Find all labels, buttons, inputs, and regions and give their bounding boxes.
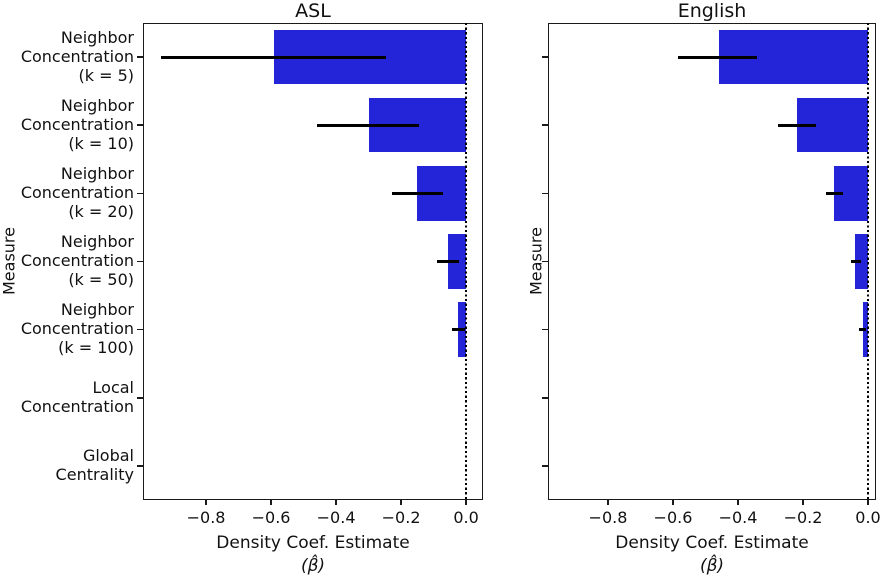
bar-neighbor-concentration-k-50: [855, 234, 868, 289]
category-label-neighbor-concentration-k-10: Neighbor Concentration (k = 10): [0, 96, 134, 153]
category-label-line: Concentration: [20, 114, 134, 134]
x-tick-label-asl-−0.2: −0.2: [381, 508, 421, 527]
x-tick-english-−0.2: [802, 500, 804, 505]
x-tick-label-asl-−0.8: −0.8: [186, 508, 226, 527]
plot-title-asl: ASL: [295, 0, 331, 22]
x-tick-english-−0.6: [672, 500, 674, 505]
y-tick-neighbor-concentration-k-5: [541, 56, 548, 58]
y-tick-global-centrality: [541, 465, 548, 467]
category-label-neighbor-concentration-k-5: Neighbor Concentration (k = 5): [0, 28, 134, 85]
error-bar-neighbor-concentration-k-5: [677, 55, 758, 59]
x-tick-label-english-−0.8: −0.8: [588, 508, 628, 527]
x-tick-label-english-−0.6: −0.6: [653, 508, 693, 527]
category-label-local-concentration: Local Concentration: [0, 378, 134, 416]
error-bar-neighbor-concentration-k-20: [392, 191, 443, 195]
y-tick-neighbor-concentration-k-20: [136, 192, 143, 195]
zero-reference-line-asl: [465, 23, 468, 500]
x-tick-asl-−0.2: [400, 500, 402, 505]
y-tick-neighbor-concentration-k-100: [541, 328, 548, 331]
error-bar-neighbor-concentration-k-50: [436, 260, 459, 263]
category-label-line: (k = 5): [78, 65, 134, 85]
category-label-line: Concentration: [20, 396, 134, 416]
category-label-line: Concentration: [20, 251, 134, 270]
x-tick-english-0.0: [867, 500, 869, 505]
x-axis-sublabel-english: (β̂): [699, 556, 725, 576]
category-label-neighbor-concentration-k-100: Neighbor Concentration (k = 100): [0, 300, 134, 357]
category-label-line: Concentration: [20, 46, 134, 66]
x-tick-label-english-−0.2: −0.2: [783, 508, 823, 527]
error-bar-neighbor-concentration-k-100: [451, 328, 466, 332]
category-label-line: (k = 100): [58, 338, 134, 358]
x-tick-label-asl-−0.4: −0.4: [316, 508, 356, 527]
x-tick-label-english-0.0: 0.0: [855, 508, 881, 527]
error-bar-neighbor-concentration-k-10: [316, 123, 419, 127]
zero-reference-line-english: [867, 23, 869, 500]
category-label-line: Neighbor: [60, 163, 134, 183]
error-bar-neighbor-concentration-k-100: [859, 328, 867, 332]
error-bar-neighbor-concentration-k-20: [826, 191, 843, 195]
x-tick-asl-−0.4: [335, 500, 337, 505]
plot-title-english: English: [677, 0, 747, 22]
category-label-line: Neighbor: [60, 232, 134, 251]
x-tick-asl-−0.6: [270, 500, 272, 505]
y-tick-neighbor-concentration-k-10: [541, 124, 548, 126]
x-axis-label-english: Density Coef. Estimate: [615, 533, 809, 553]
y-tick-neighbor-concentration-k-50: [136, 260, 143, 263]
error-bar-neighbor-concentration-k-5: [160, 55, 387, 59]
category-label-line: Centrality: [55, 464, 134, 484]
x-tick-label-asl-0.0: 0.0: [453, 508, 479, 527]
x-tick-label-english-−0.4: −0.4: [718, 508, 758, 527]
category-label-line: Neighbor: [60, 300, 134, 320]
y-tick-neighbor-concentration-k-10: [136, 124, 143, 126]
category-label-line: (k = 50): [68, 270, 134, 289]
y-tick-neighbor-concentration-k-20: [541, 192, 548, 195]
category-label-line: Neighbor: [60, 95, 134, 115]
x-tick-asl-0.0: [465, 500, 467, 505]
y-tick-neighbor-concentration-k-5: [136, 56, 143, 58]
category-label-line: Concentration: [20, 319, 134, 339]
x-tick-english-−0.4: [737, 500, 739, 505]
english-plot-area: [548, 23, 876, 500]
category-label-line: Local: [92, 377, 134, 397]
error-bar-neighbor-concentration-k-10: [778, 123, 816, 127]
category-label-line: Global: [82, 445, 134, 465]
category-label-line: (k = 20): [68, 201, 134, 221]
category-label-neighbor-concentration-k-20: Neighbor Concentration (k = 20): [0, 164, 134, 221]
x-axis-label-asl: Density Coef. Estimate: [216, 533, 410, 553]
x-axis-sublabel-asl: (β̂): [300, 556, 326, 576]
category-label-line: Concentration: [20, 182, 134, 202]
category-label-line: Neighbor: [60, 27, 134, 47]
x-tick-english-−0.8: [607, 500, 609, 505]
y-tick-neighbor-concentration-k-50: [541, 260, 548, 263]
error-bar-neighbor-concentration-k-50: [851, 260, 861, 263]
category-label-line: (k = 10): [68, 133, 134, 153]
x-tick-label-asl-−0.6: −0.6: [251, 508, 291, 527]
y-tick-local-concentration: [541, 396, 548, 399]
y-tick-neighbor-concentration-k-100: [136, 328, 143, 331]
x-tick-asl-−0.8: [205, 500, 207, 505]
category-label-neighbor-concentration-k-50: Neighbor Concentration (k = 50): [0, 232, 134, 289]
y-tick-local-concentration: [136, 396, 143, 399]
asl-plot-area: [143, 23, 483, 500]
y-tick-global-centrality: [136, 465, 143, 467]
category-label-global-centrality: Global Centrality: [0, 446, 134, 484]
